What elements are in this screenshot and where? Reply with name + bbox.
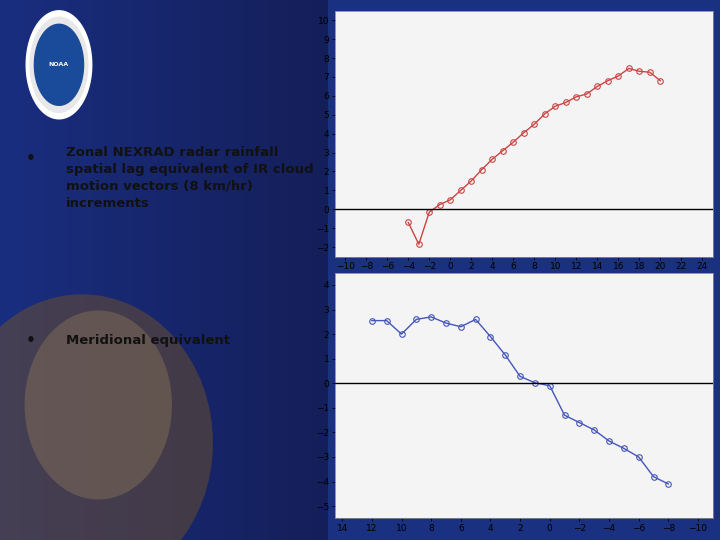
Text: Meridional equivalent: Meridional equivalent bbox=[66, 334, 230, 347]
Text: Zonal NEXRAD radar rainfall
spatial lag equivalent of IR cloud
motion vectors (8: Zonal NEXRAD radar rainfall spatial lag … bbox=[66, 146, 313, 210]
Text: •: • bbox=[26, 151, 36, 166]
Polygon shape bbox=[35, 24, 84, 105]
Ellipse shape bbox=[24, 310, 172, 500]
Polygon shape bbox=[30, 17, 88, 112]
Text: •: • bbox=[26, 333, 36, 348]
Ellipse shape bbox=[0, 294, 213, 540]
Polygon shape bbox=[26, 11, 91, 119]
Text: NOAA: NOAA bbox=[49, 62, 69, 68]
